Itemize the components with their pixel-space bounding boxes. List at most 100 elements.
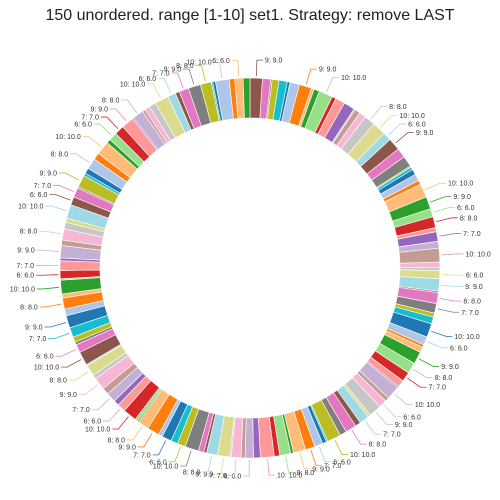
slice-label-126: 8: 8.0 [51,151,69,158]
label-leader-74 [243,459,250,477]
label-leader-18 [380,115,398,128]
label-leader-66 [319,446,332,463]
label-leader-87 [137,432,153,448]
slice-label-17: 8: 8.0 [389,104,407,111]
slice-label-104: 7: 7.0 [29,336,47,343]
label-leader-142 [183,68,195,85]
slice-label-79: 8: 8.0 [183,469,201,476]
label-leader-79 [202,456,212,473]
slice-label-121: 7: 7.0 [34,183,52,190]
slice-label-119: 10: 10.0 [18,204,43,211]
slice-label-74: 6: 6.0 [224,473,242,480]
slice-label-123: 9: 9.0 [39,170,57,177]
slice-149 [242,77,251,119]
label-leader-88 [126,426,143,441]
label-leader-0 [255,59,263,77]
slice-label-128: 10: 10.0 [55,134,80,141]
slice-label-134: 8: 8.0 [102,97,120,104]
slice-label-98: 8: 8.0 [49,378,67,385]
label-leader-78 [215,458,224,475]
slice-label-33: 7: 7.0 [463,231,481,238]
label-leader-107 [39,303,62,308]
label-leader-92 [103,408,121,422]
slice-label-107: 8: 8.0 [20,305,38,312]
label-leader-139 [158,78,172,94]
slice-label-85: 7: 7.0 [133,452,151,459]
slice-label-61: 8: 8.0 [369,442,387,449]
label-leader-35 [441,253,464,256]
slice-label-94: 7: 7.0 [72,407,90,414]
slice-36 [399,261,441,269]
slice-label-141: 7: 7.0 [152,71,170,78]
slice-label-31: 8: 8.0 [460,215,478,222]
label-leader-143 [195,65,206,82]
slice-label-87: 9: 9.0 [118,444,136,451]
label-leader-29 [430,196,452,203]
slice-label-56: 6: 6.0 [403,414,421,421]
label-leader-31 [436,217,458,223]
label-leader-76 [228,459,237,476]
label-leader-94 [91,398,110,411]
slice-label-66: 6: 6.0 [333,459,351,466]
label-leader-33 [439,233,462,237]
slice-label-57: 9: 9.0 [395,422,413,429]
label-leader-114 [36,249,59,252]
label-leader-20 [395,132,414,144]
slice-label-76: 7: 7.0 [209,473,227,480]
label-leader-119 [45,205,67,212]
chart-title: 150 unordered. range [1-10] set1. Strate… [45,7,455,24]
slice-label-29: 9: 9.0 [453,194,471,201]
slice-label-92: 6: 6.0 [84,419,102,426]
slice-label-131: 7: 7.0 [81,115,99,122]
slice-label-63: 10: 10.0 [350,452,375,459]
slice-label-7: 9: 9.0 [319,67,337,74]
slice-label-143: 8: 8.0 [176,63,194,70]
label-leader-56 [383,405,402,418]
slice-label-96: 9: 9.0 [59,392,77,399]
slice-label-41: 8: 8.0 [463,299,481,306]
label-leader-51 [407,377,427,388]
label-leader-100 [61,359,82,368]
label-leader-123 [59,172,80,181]
label-leader-19 [388,123,407,136]
slice-label-78: 9: 9.0 [196,471,214,478]
slice-label-46: 6: 6.0 [450,345,468,352]
label-leader-68 [299,453,311,470]
slice-label-18: 10: 10.0 [399,113,424,120]
slice-label-109: 10: 10.0 [10,286,35,293]
label-leader-116 [39,230,62,235]
label-leader-141 [171,72,184,89]
slice-label-130: 6: 6.0 [74,122,92,129]
label-leader-17 [370,106,388,120]
slice-label-82: 10: 10.0 [153,463,178,470]
slice-label-91: 10: 10.0 [85,427,110,434]
label-leader-45 [431,330,453,337]
label-leader-61 [351,430,367,445]
slice-label-30: 6: 6.0 [457,205,475,212]
slice-label-35: 10: 10.0 [466,251,491,258]
label-leader-131 [100,116,119,129]
slice-label-105: 9: 9.0 [25,325,43,332]
label-leader-38 [441,274,464,276]
label-leader-10 [326,76,340,93]
label-leader-101 [55,349,77,357]
slice-label-59: 7: 7.0 [383,432,401,439]
slice-label-54: 10: 10.0 [415,402,440,409]
label-leader-57 [376,412,393,425]
label-leader-138 [147,83,162,99]
label-leader-83 [168,446,181,463]
label-leader-50 [412,368,433,379]
slice-label-20: 9: 9.0 [416,130,434,137]
label-leader-91 [112,416,129,430]
slice-74 [244,417,254,459]
labels-layer: 9: 9.09: 9.010: 10.08: 8.010: 10.06: 6.0… [10,58,491,481]
label-leader-130 [93,123,112,136]
slice-label-49: 9: 9.0 [441,364,459,371]
label-leader-46 [427,341,449,349]
slice-label-45: 10: 10.0 [454,334,479,341]
slice-label-111: 6: 6.0 [17,273,35,280]
slice-label-67: 7: 7.0 [324,463,342,470]
slice-label-132: 9: 9.0 [90,106,108,113]
label-leader-111 [36,274,59,276]
